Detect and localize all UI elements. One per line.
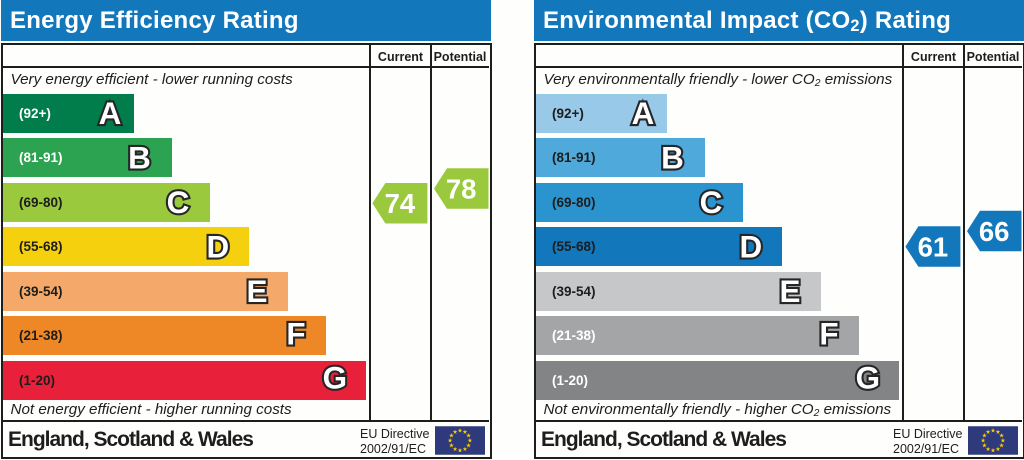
svg-text:D: D (739, 229, 762, 264)
svg-text:F: F (286, 317, 305, 352)
svg-text:A: A (632, 96, 655, 131)
svg-text:A: A (99, 96, 122, 131)
svg-text:B: B (128, 140, 151, 175)
svg-text:C: C (167, 185, 190, 220)
svg-text:B: B (661, 140, 684, 175)
svg-text:D: D (206, 229, 229, 264)
svg-text:66: 66 (979, 216, 1010, 247)
svg-text:G: G (856, 360, 880, 395)
svg-text:61: 61 (918, 231, 949, 262)
svg-text:74: 74 (385, 188, 416, 219)
svg-text:C: C (700, 185, 723, 220)
svg-text:E: E (247, 274, 268, 309)
svg-text:E: E (780, 274, 801, 309)
svg-text:78: 78 (446, 173, 477, 204)
svg-text:F: F (819, 317, 838, 352)
svg-text:G: G (323, 360, 347, 395)
